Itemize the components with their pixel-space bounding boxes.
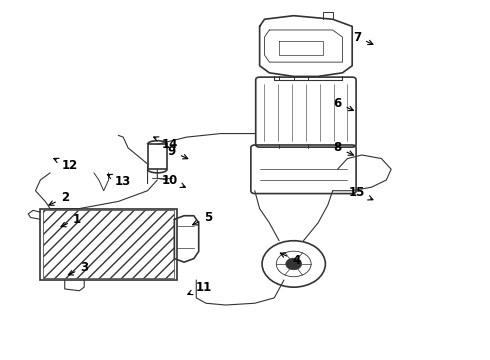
Text: 13: 13 — [107, 174, 131, 188]
Text: 12: 12 — [54, 158, 78, 172]
Text: 5: 5 — [193, 211, 213, 225]
Bar — [43, 210, 174, 278]
Text: 15: 15 — [349, 186, 373, 200]
Bar — [147, 144, 167, 169]
Bar — [40, 208, 177, 280]
Text: 8: 8 — [334, 141, 353, 155]
Text: 3: 3 — [69, 261, 88, 275]
Text: 10: 10 — [161, 174, 185, 188]
Text: 4: 4 — [280, 253, 300, 267]
Text: 2: 2 — [49, 192, 69, 205]
Text: 7: 7 — [353, 31, 373, 45]
Text: 14: 14 — [154, 137, 178, 151]
Text: 9: 9 — [168, 145, 188, 159]
Text: 1: 1 — [61, 213, 81, 227]
Text: 11: 11 — [188, 281, 212, 294]
Text: 6: 6 — [334, 97, 353, 111]
Circle shape — [286, 258, 302, 270]
